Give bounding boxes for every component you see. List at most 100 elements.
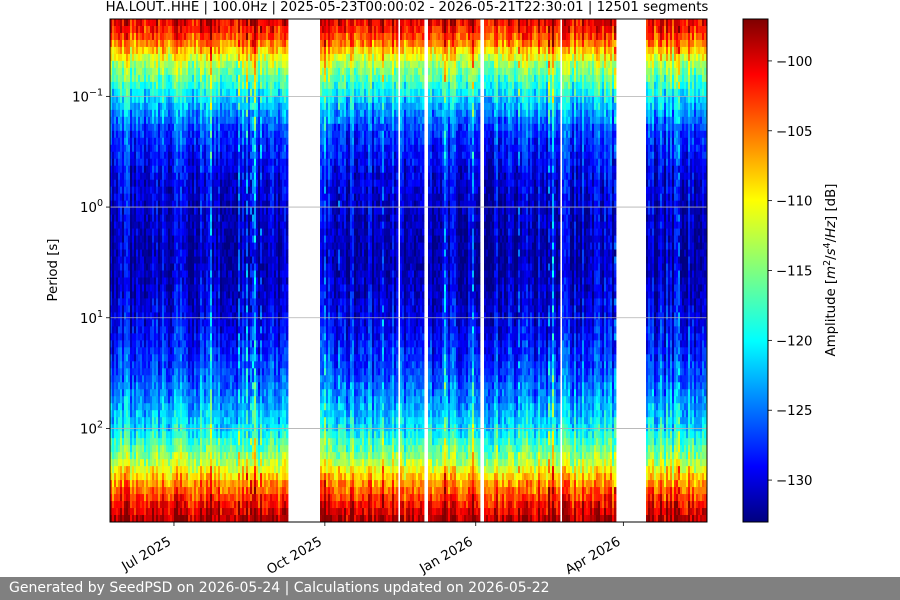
heatmap-cell [112, 277, 115, 285]
heatmap-cell [144, 109, 147, 118]
heatmap-cell [126, 270, 129, 278]
heatmap-cell [174, 501, 177, 509]
heatmap-cell [114, 473, 117, 481]
heatmap-cell [110, 207, 113, 216]
heatmap-cell [150, 256, 153, 264]
heatmap-cell [148, 116, 151, 125]
heatmap-cell [120, 508, 123, 516]
heatmap-cell [156, 410, 159, 418]
heatmap-cell [152, 480, 155, 488]
heatmap-cell [156, 466, 159, 474]
heatmap-cell [130, 25, 133, 34]
heatmap-cell [126, 452, 129, 460]
heatmap-cell [112, 438, 115, 446]
heatmap-cell [158, 32, 161, 41]
heatmap-cell [154, 165, 157, 174]
heatmap-cell [120, 256, 123, 264]
heatmap-cell [150, 179, 153, 188]
heatmap-cell [162, 368, 165, 376]
heatmap-cell [112, 130, 115, 139]
heatmap-cell [170, 347, 173, 355]
heatmap-cell [166, 466, 169, 474]
heatmap-cell [124, 354, 127, 362]
heatmap-cell [126, 200, 129, 209]
heatmap-cell [110, 305, 113, 313]
heatmap-cell [152, 242, 155, 250]
heatmap-cell [120, 186, 123, 195]
heatmap-cell [138, 39, 141, 48]
heatmap-cell [110, 298, 113, 306]
heatmap-cell [146, 228, 149, 236]
heatmap-cell [110, 291, 113, 299]
heatmap-cell [136, 200, 139, 209]
heatmap-cell [166, 459, 169, 467]
heatmap-cell [142, 81, 145, 90]
heatmap-cell [140, 116, 143, 125]
heatmap-cell [162, 144, 165, 153]
heatmap-cell [112, 39, 115, 48]
heatmap-cell [174, 382, 177, 390]
heatmap-cell [128, 39, 131, 48]
heatmap-cell [122, 508, 125, 516]
heatmap-cell [140, 221, 143, 229]
heatmap-cell [128, 417, 131, 425]
heatmap-cell [172, 284, 175, 292]
heatmap-cell [144, 452, 147, 460]
heatmap-cell [124, 326, 127, 334]
heatmap-cell [160, 347, 163, 355]
heatmap-cell [158, 46, 161, 55]
heatmap-cell [110, 186, 113, 195]
heatmap-cell [132, 438, 135, 446]
heatmap-cell [118, 235, 121, 243]
heatmap-cell [130, 438, 133, 446]
heatmap-cell [140, 46, 143, 55]
heatmap-cell [120, 438, 123, 446]
heatmap-cell [124, 158, 127, 167]
heatmap-cell [170, 459, 173, 467]
heatmap-cell [172, 424, 175, 432]
heatmap-cell [174, 319, 177, 327]
heatmap-cell [170, 130, 173, 139]
heatmap-cell [156, 403, 159, 411]
heatmap-cell [134, 431, 137, 439]
heatmap-cell [150, 74, 153, 83]
heatmap-cell [120, 242, 123, 250]
heatmap-cell [130, 53, 133, 62]
heatmap-cell [118, 410, 121, 418]
heatmap-cell [140, 508, 143, 516]
heatmap-cell [174, 263, 177, 271]
heatmap-cell [134, 60, 137, 69]
heatmap-cell [158, 137, 161, 146]
heatmap-cell [116, 494, 119, 502]
heatmap-cell [118, 60, 121, 69]
heatmap-cell [126, 312, 129, 320]
heatmap-cell [148, 60, 151, 69]
heatmap-cell [148, 452, 151, 460]
heatmap-cell [130, 466, 133, 474]
heatmap-cell [174, 53, 177, 62]
heatmap-cell [168, 473, 171, 481]
heatmap-cell [156, 298, 159, 306]
heatmap-cell [110, 144, 113, 153]
heatmap-cell [136, 214, 139, 222]
heatmap-cell [130, 207, 133, 216]
heatmap-cell [148, 515, 151, 522]
heatmap-cell [130, 305, 133, 313]
heatmap-cell [144, 200, 147, 209]
heatmap-cell [166, 298, 169, 306]
heatmap-cell [132, 158, 135, 167]
heatmap-cell [160, 368, 163, 376]
heatmap-cell [158, 417, 161, 425]
heatmap-cell [134, 305, 137, 313]
heatmap-cell [112, 172, 115, 181]
heatmap-cell [134, 186, 137, 195]
heatmap-cell [128, 284, 131, 292]
heatmap-cell [164, 494, 167, 502]
heatmap-cell [154, 207, 157, 216]
heatmap-cell [124, 172, 127, 181]
heatmap-cell [160, 32, 163, 41]
heatmap-cell [132, 459, 135, 467]
heatmap-cell [162, 19, 165, 27]
heatmap-cell [142, 382, 145, 390]
heatmap-cell [124, 368, 127, 376]
